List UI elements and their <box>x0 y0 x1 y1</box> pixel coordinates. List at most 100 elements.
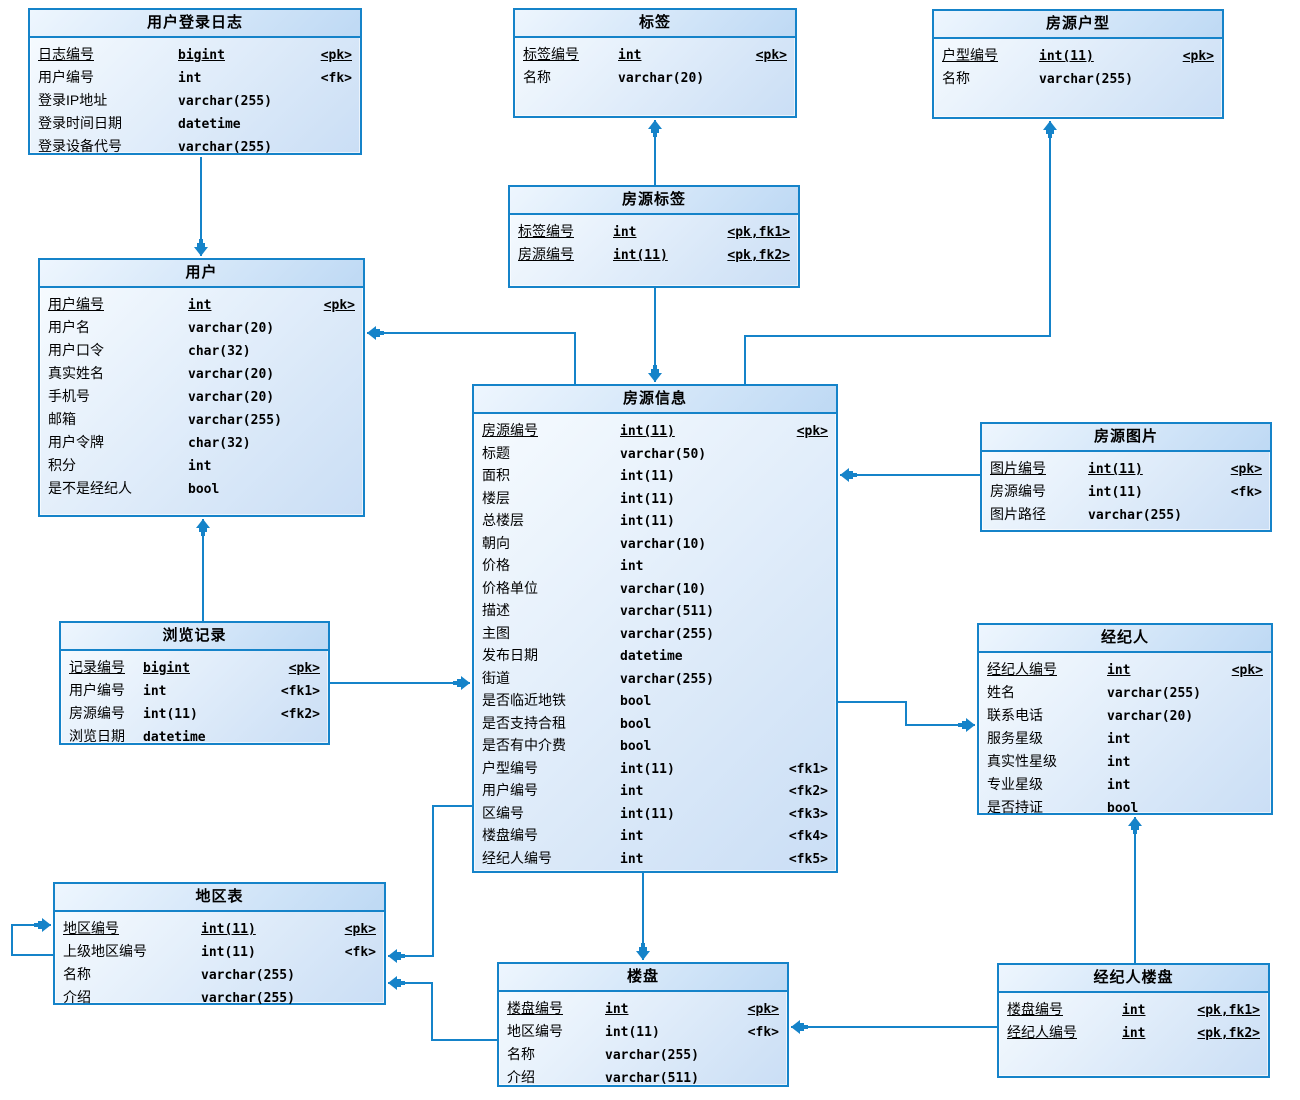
field-row: 街道 varchar(255) <box>482 669 714 687</box>
field-row: 描述 varchar(511) <box>482 602 714 619</box>
field-row: 经纪人编号 int <pk,fk2> <box>1007 1024 1260 1041</box>
field-row: 是否支持合租 bool <box>482 714 652 732</box>
table-title: 房源信息 <box>474 386 836 414</box>
table-browse-record[interactable]: 浏览记录 记录编号 bigint <pk> 用户编号 int <fk1> 房源编号 int(1… <box>59 621 330 745</box>
field-row: 面积 int(11) <box>482 467 675 484</box>
field-row: 服务星级 int <box>987 730 1131 747</box>
field-row: 联系电话 varchar(20) <box>987 707 1194 724</box>
table-body: 楼盘编号 int <pk> 地区编号 int(11) <fk> 名称 varchar(255)… <box>499 992 787 1089</box>
table-building[interactable]: 楼盘 楼盘编号 int <pk> 地区编号 int(11) <fk> 名称 varchar(2… <box>497 962 789 1087</box>
field-row: 介绍 varchar(255) <box>63 989 295 1006</box>
field-row: 标题 varchar(50) <box>482 444 707 462</box>
field-row: 用户编号 int <fk2> <box>482 782 828 799</box>
table-title: 用户 <box>40 260 363 288</box>
field-row: 登录时间日期 datetime <box>38 115 241 132</box>
table-title: 用户登录日志 <box>30 10 360 38</box>
table-title: 房源图片 <box>982 424 1270 452</box>
table-house-image[interactable]: 房源图片 图片编号 int(11) <pk> 房源编号 int(11) <fk> 图片路径 v… <box>980 422 1272 532</box>
table-body: 地区编号 int(11) <pk> 上级地区编号 int(11) <fk> 名称 varcha… <box>55 912 384 1009</box>
field-row: 用户编号 int <fk1> <box>69 682 320 699</box>
table-body: 经纪人编号 int <pk> 姓名 varchar(255) 联系电话 varchar(20… <box>979 653 1271 819</box>
field-row: 是否持证 bool <box>987 799 1139 816</box>
field-row: 名称 varchar(20) <box>523 69 705 86</box>
relation-region-self <box>11 918 55 956</box>
table-tag[interactable]: 标签 标签编号 int <pk> 名称 varchar(20) <box>513 8 797 118</box>
table-title: 房源户型 <box>934 11 1222 39</box>
relation-house-info-to-agent <box>836 701 975 732</box>
relation-building-to-region <box>388 976 499 1041</box>
field-row: 价格单位 varchar(10) <box>482 579 707 597</box>
field-row: 邮箱 varchar(255) <box>48 411 282 428</box>
table-title: 浏览记录 <box>61 623 328 651</box>
table-house-type[interactable]: 房源户型 户型编号 int(11) <pk> 名称 varchar(255) <box>932 9 1224 119</box>
relation-house-info-to-user <box>367 326 576 386</box>
field-row: 登录设备代号 varchar(255) <box>38 138 272 155</box>
table-body: 图片编号 int(11) <pk> 房源编号 int(11) <fk> 图片路径 varcha… <box>982 452 1270 526</box>
table-title: 地区表 <box>55 884 384 912</box>
field-row: 区编号 int(11) <fk3> <box>482 804 828 822</box>
field-row: 名称 varchar(255) <box>507 1046 699 1063</box>
table-region[interactable]: 地区表 地区编号 int(11) <pk> 上级地区编号 int(11) <fk> 名称 va… <box>53 882 386 1006</box>
field-row: 日志编号 bigint <pk> <box>38 46 352 63</box>
field-row: 总楼层 int(11) <box>482 512 675 529</box>
field-row: 专业星级 int <box>987 776 1131 793</box>
table-title: 房源标签 <box>510 187 798 215</box>
field-row: 真实姓名 varchar(20) <box>48 365 275 382</box>
field-row: 用户令牌 char(32) <box>48 434 251 451</box>
table-body: 户型编号 int(11) <pk> 名称 varchar(255) <box>934 39 1222 90</box>
field-row: 楼盘编号 int <pk,fk1> <box>1007 1001 1260 1018</box>
table-user[interactable]: 用户 用户编号 int <pk> 用户名 varchar(20) 用户口令 char(32)… <box>38 258 365 517</box>
relation-house-info-to-region <box>388 805 474 963</box>
field-row: 是否临近地铁 bool <box>482 692 652 709</box>
field-row: 经纪人编号 int <fk5> <box>482 849 828 867</box>
field-row: 房源编号 int(11) <fk2> <box>69 705 320 722</box>
table-title: 经纪人 <box>979 625 1271 653</box>
field-row: 浏览日期 datetime <box>69 728 206 745</box>
field-row: 楼盘编号 int <pk> <box>507 1000 779 1017</box>
field-row: 地区编号 int(11) <pk> <box>63 920 376 937</box>
table-house-info[interactable]: 房源信息 房源编号 int(11) <pk> 标题 varchar(50) 面积 int(1… <box>472 384 838 873</box>
table-title: 经纪人楼盘 <box>999 965 1268 993</box>
table-body: 用户编号 int <pk> 用户名 varchar(20) 用户口令 char(32) 真实姓… <box>40 288 363 500</box>
field-row: 用户编号 int <pk> <box>48 296 355 313</box>
field-row: 标签编号 int <pk> <box>523 46 787 63</box>
field-row: 楼层 int(11) <box>482 489 675 507</box>
field-row: 发布日期 datetime <box>482 647 683 664</box>
field-row: 用户口令 char(32) <box>48 342 251 359</box>
field-row: 标签编号 int <pk,fk1> <box>518 223 790 240</box>
field-row: 图片路径 varchar(255) <box>990 506 1182 523</box>
field-row: 上级地区编号 int(11) <fk> <box>63 943 376 960</box>
table-user-login-log[interactable]: 用户登录日志 日志编号 bigint <pk> 用户编号 int <fk> 登录IP地址 va… <box>28 8 362 155</box>
field-row: 积分 int <box>48 457 212 474</box>
table-body: 楼盘编号 int <pk,fk1> 经纪人编号 int <pk,fk2> <box>999 993 1268 1044</box>
table-agent-building[interactable]: 经纪人楼盘 楼盘编号 int <pk,fk1> 经纪人编号 int <pk,fk2> <box>997 963 1270 1078</box>
field-row: 主图 varchar(255) <box>482 624 714 642</box>
table-house-tag[interactable]: 房源标签 标签编号 int <pk,fk1> 房源编号 int(11) <pk,fk2> <box>508 185 800 288</box>
field-row: 记录编号 bigint <pk> <box>69 659 320 676</box>
field-row: 朝向 varchar(10) <box>482 534 707 552</box>
field-row: 户型编号 int(11) <pk> <box>942 47 1214 64</box>
field-row: 房源编号 int(11) <pk> <box>482 422 828 439</box>
table-body: 房源编号 int(11) <pk> 标题 varchar(50) 面积 int(11) 楼层 i… <box>474 414 836 869</box>
field-row: 房源编号 int(11) <pk,fk2> <box>518 246 790 263</box>
field-row: 真实性星级 int <box>987 753 1131 770</box>
field-row: 是不是经纪人 bool <box>48 480 220 497</box>
table-agent[interactable]: 经纪人 经纪人编号 int <pk> 姓名 varchar(255) 联系电话 varcha… <box>977 623 1273 816</box>
relation-house-info-to-house-type <box>744 121 1057 386</box>
table-title: 楼盘 <box>499 964 787 992</box>
field-row: 登录IP地址 varchar(255) <box>38 92 272 109</box>
table-title: 标签 <box>515 10 795 38</box>
table-body: 日志编号 bigint <pk> 用户编号 int <fk> 登录IP地址 varchar(2… <box>30 38 360 158</box>
table-body: 标签编号 int <pk,fk1> 房源编号 int(11) <pk,fk2> <box>510 215 798 266</box>
field-row: 户型编号 int(11) <fk1> <box>482 759 828 777</box>
table-body: 标签编号 int <pk> 名称 varchar(20) <box>515 38 795 89</box>
field-row: 名称 varchar(255) <box>942 70 1133 87</box>
field-row: 介绍 varchar(511) <box>507 1069 699 1086</box>
field-row: 房源编号 int(11) <fk> <box>990 483 1262 500</box>
field-row: 手机号 varchar(20) <box>48 388 275 405</box>
table-body: 记录编号 bigint <pk> 用户编号 int <fk1> 房源编号 int(11) <fk… <box>61 651 328 748</box>
field-row: 用户编号 int <fk> <box>38 69 352 86</box>
field-row: 用户名 varchar(20) <box>48 319 275 336</box>
